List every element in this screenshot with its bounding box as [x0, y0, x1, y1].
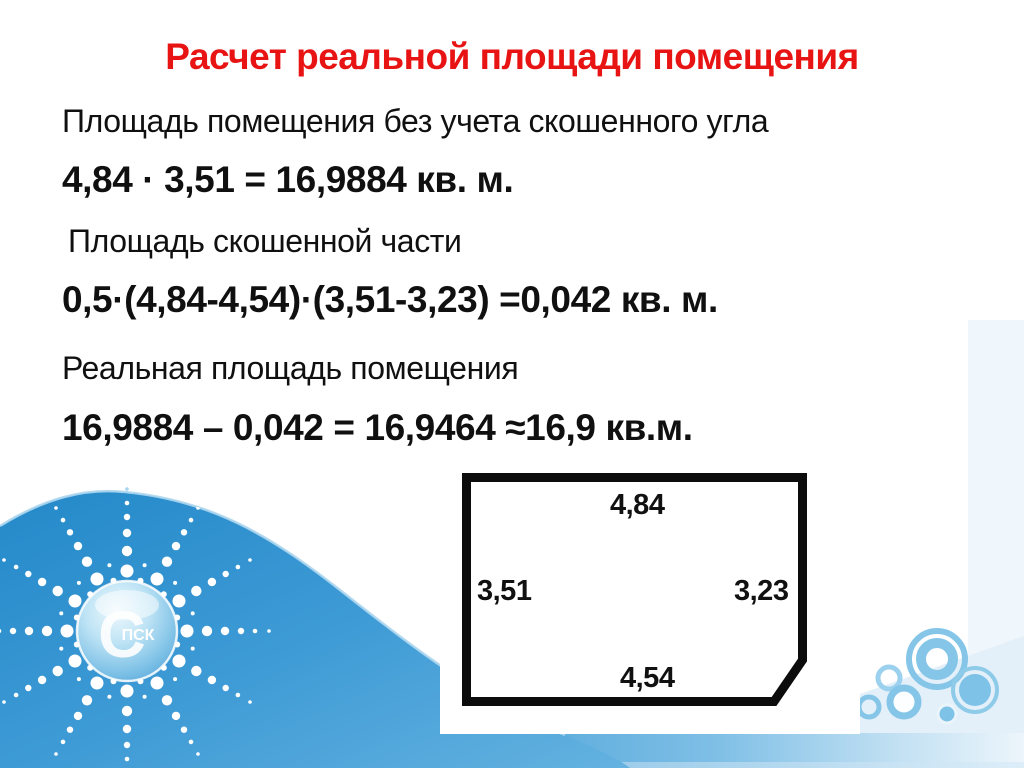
logo-small-letters: ПСК	[122, 627, 155, 644]
dimension-top: 4,84	[610, 489, 665, 521]
sun-rays-pattern	[0, 500, 271, 762]
room-outline	[462, 473, 807, 706]
circles-decoration	[856, 628, 999, 725]
logo-sphere: С ПСК	[75, 579, 179, 683]
formula-total-area: 4,84 · 3,51 = 16,9884 кв. м.	[62, 159, 514, 200]
dimension-left: 3,51	[477, 575, 532, 607]
text-line-no-cut-area-label: Площадь помещения без учета скошенного у…	[62, 103, 769, 139]
slide-title: Расчет реальной площади помещения	[165, 36, 859, 77]
logo-big-letter: С	[98, 597, 146, 671]
room-shape	[462, 473, 807, 706]
dimension-right: 3,23	[734, 575, 789, 607]
text-line-real-area-label: Реальная площадь помещения	[62, 350, 519, 386]
formula-cut-area: 0,5·(4,84-4,54)·(3,51-3,23) =0,042 кв. м…	[62, 279, 718, 320]
formula-real-area: 16,9884 – 0,042 = 16,9464 ≈16,9 кв.м.	[62, 407, 693, 448]
diagram-panel: 4,84 3,51 3,23 4,54	[440, 456, 860, 734]
text-line-cut-part-label: Площадь скошенной части	[68, 223, 462, 259]
dimension-bottom: 4,54	[620, 662, 675, 694]
